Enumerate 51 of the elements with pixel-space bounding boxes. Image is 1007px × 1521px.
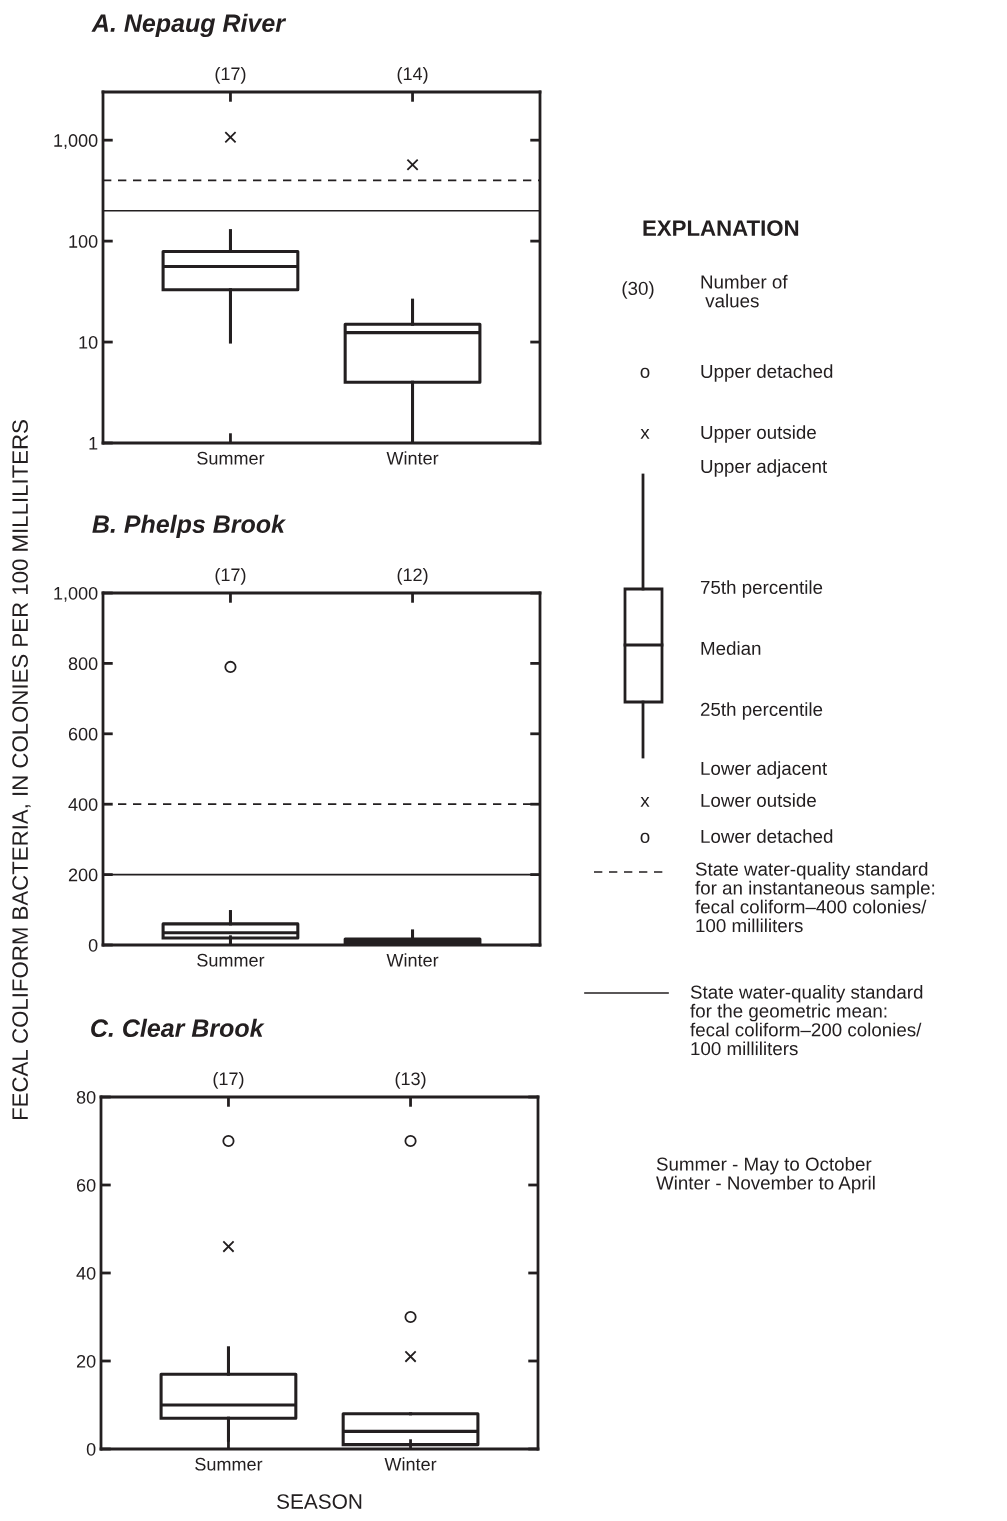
text: x	[640, 796, 650, 807]
text: (14)	[397, 66, 428, 84]
text: Median	[701, 641, 761, 656]
text: Upper adjacent	[701, 459, 828, 477]
y-tick-label: 20	[76, 1354, 96, 1368]
chart-title: A. Nepaug River	[91, 13, 287, 37]
text: (17)	[215, 66, 246, 84]
y-tick-label: 80	[76, 1090, 96, 1104]
y-tick-label: 60	[76, 1178, 96, 1192]
x-tick-label: Summer	[197, 953, 265, 967]
x-tick-label: Summer	[197, 451, 265, 465]
x-tick-label: Winter	[386, 451, 439, 465]
text: Number of values	[701, 274, 788, 308]
text: (17)	[213, 1071, 244, 1089]
x-tick-label: Summer	[195, 1457, 263, 1471]
chart-title: C. Clear Brook	[91, 1018, 265, 1038]
x-axis-title: SEASON	[277, 1494, 362, 1509]
y-tick-label: 800	[68, 657, 98, 671]
text: x	[640, 428, 650, 439]
text: Summer - May to October Winter - November to April	[656, 1157, 875, 1194]
text: Lower outside	[701, 793, 816, 808]
text: (17)	[215, 567, 246, 585]
text: Upper outside	[701, 425, 816, 443]
y-tick-label: 1	[89, 437, 98, 450]
x-tick-label: Winter	[386, 953, 439, 967]
y-axis-title: FECAL COLIFORM BACTERIA, IN COLONIES PER 100 MILLILITERS	[12, 420, 31, 1120]
y-tick-label: 1,000	[54, 586, 98, 602]
y-tick-label: 1,000	[54, 134, 98, 150]
y-tick-label: 200	[68, 868, 98, 882]
y-tick-label: 10	[79, 335, 98, 349]
text: 25th percentile	[700, 702, 823, 720]
text: State water-quality standard for an instantaneous sample: fecal coliform–400 colonies/ 100 milliliters	[695, 862, 935, 933]
y-tick-label: 40	[76, 1266, 96, 1280]
text: (12)	[397, 567, 428, 585]
text: (13)	[395, 1071, 426, 1089]
y-tick-label: 400	[68, 798, 98, 811]
text: Lower detached	[701, 829, 833, 844]
text: Lower adjacent	[701, 761, 828, 779]
text: o	[640, 367, 650, 379]
y-tick-label: 100	[69, 235, 98, 248]
text: Upper detached	[701, 364, 833, 382]
x-tick-label: Winter	[384, 1457, 437, 1471]
text: o	[640, 832, 650, 844]
text: EXPLANATION	[643, 220, 799, 236]
y-tick-label: 0	[86, 1442, 96, 1456]
text: (30)	[622, 281, 654, 299]
text: 75th percentile	[700, 580, 823, 598]
chart-title: B. Phelps Brook	[92, 514, 287, 538]
text: State water-quality standard for the geometric mean: fecal coliform–200 colonies/ 100 milliliters	[690, 985, 923, 1056]
y-tick-label: 0	[88, 938, 98, 952]
y-tick-label: 600	[68, 727, 98, 741]
